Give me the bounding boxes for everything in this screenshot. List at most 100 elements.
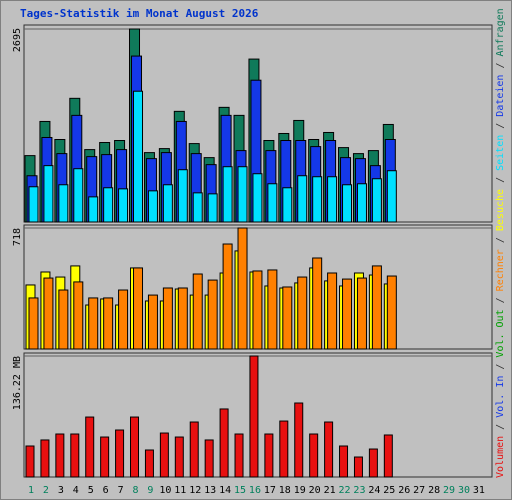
x-tick-label: 22 (339, 485, 351, 496)
x-tick-label: 31 (473, 485, 485, 496)
bar (324, 421, 334, 478)
bar (267, 183, 278, 223)
x-tick-label: 15 (234, 485, 246, 496)
legend: Volumen / Vol. In / Vol. Out / Rechner /… (495, 8, 506, 478)
bar (118, 188, 129, 223)
bar (327, 272, 338, 350)
bar (144, 449, 154, 478)
bar (353, 456, 363, 478)
bar (222, 166, 233, 223)
bar (73, 168, 84, 223)
x-tick-label: 9 (147, 485, 153, 496)
bar (237, 166, 248, 223)
legend-entry: Rechner (495, 249, 506, 291)
bar (73, 281, 84, 350)
legend-separator: / (495, 117, 506, 135)
x-tick-label: 12 (189, 485, 201, 496)
bar (58, 289, 69, 350)
bar (85, 416, 95, 478)
bar (309, 433, 319, 478)
x-tick-label: 3 (58, 485, 64, 496)
bar (219, 408, 229, 478)
bar (28, 297, 39, 350)
bar (115, 429, 125, 478)
bar (297, 276, 308, 350)
bar (103, 187, 114, 223)
legend-separator: / (495, 418, 506, 436)
bar (103, 297, 114, 350)
x-tick-label: 14 (219, 485, 231, 496)
bar (368, 448, 378, 478)
bar (339, 445, 349, 478)
bar (58, 184, 69, 223)
bar (383, 434, 393, 478)
bar (222, 243, 233, 350)
bar (133, 90, 144, 223)
bar (40, 439, 50, 478)
bar (147, 190, 158, 223)
bar (162, 287, 173, 350)
x-tick-label: 18 (279, 485, 291, 496)
legend-entry: Seiten (495, 135, 506, 171)
bar (25, 445, 35, 478)
legend-entry: Dateien (495, 75, 506, 117)
legend-entry: Vol. In (495, 376, 506, 418)
bar (88, 297, 99, 350)
bar (312, 257, 323, 350)
legend-entry: Volumen (495, 436, 506, 478)
x-tick-label: 11 (174, 485, 186, 496)
legend-entry: Vol. Out (495, 309, 506, 357)
bar (174, 436, 184, 478)
bar (297, 175, 308, 223)
bar (43, 277, 54, 350)
bar (356, 183, 367, 223)
x-tick-label: 5 (88, 485, 94, 496)
bar (294, 402, 304, 478)
y-tick-label: 718 (12, 228, 23, 246)
bar (279, 420, 289, 478)
bar (204, 439, 214, 478)
bar (88, 196, 99, 223)
bar (147, 294, 158, 350)
legend-entry: Anfragen (495, 8, 506, 56)
x-tick-label: 1 (28, 485, 34, 496)
bar (342, 278, 353, 350)
bar (100, 436, 110, 478)
bar (70, 433, 80, 478)
legend-separator: / (495, 291, 506, 309)
x-tick-label: 26 (398, 485, 410, 496)
x-tick-label: 23 (353, 485, 365, 496)
legend-entry: Besuche (495, 189, 506, 231)
bar (282, 286, 293, 350)
bar (356, 277, 367, 350)
bar (162, 184, 173, 223)
bar (386, 275, 397, 350)
bar (234, 433, 244, 478)
bar (192, 192, 203, 223)
x-tick-label: 20 (309, 485, 321, 496)
bar (371, 178, 382, 223)
legend-separator: / (495, 56, 506, 74)
x-tick-label: 8 (132, 485, 138, 496)
bar (249, 355, 259, 478)
bar (189, 421, 199, 478)
bar (130, 416, 140, 478)
bar (327, 176, 338, 223)
x-tick-label: 25 (383, 485, 395, 496)
bar (28, 186, 39, 223)
bar (207, 279, 218, 350)
x-tick-label: 6 (103, 485, 109, 496)
x-tick-label: 27 (413, 485, 425, 496)
x-tick-label: 28 (428, 485, 440, 496)
bar (207, 193, 218, 223)
x-tick-label: 29 (443, 485, 455, 496)
x-tick-label: 21 (324, 485, 336, 496)
bar (177, 169, 188, 223)
bar (237, 227, 248, 350)
x-tick-label: 10 (159, 485, 171, 496)
bar (267, 269, 278, 350)
legend-separator: / (495, 171, 506, 189)
bar (118, 289, 129, 350)
chart-title: Tages-Statistik im Monat August 2026 (20, 7, 259, 20)
